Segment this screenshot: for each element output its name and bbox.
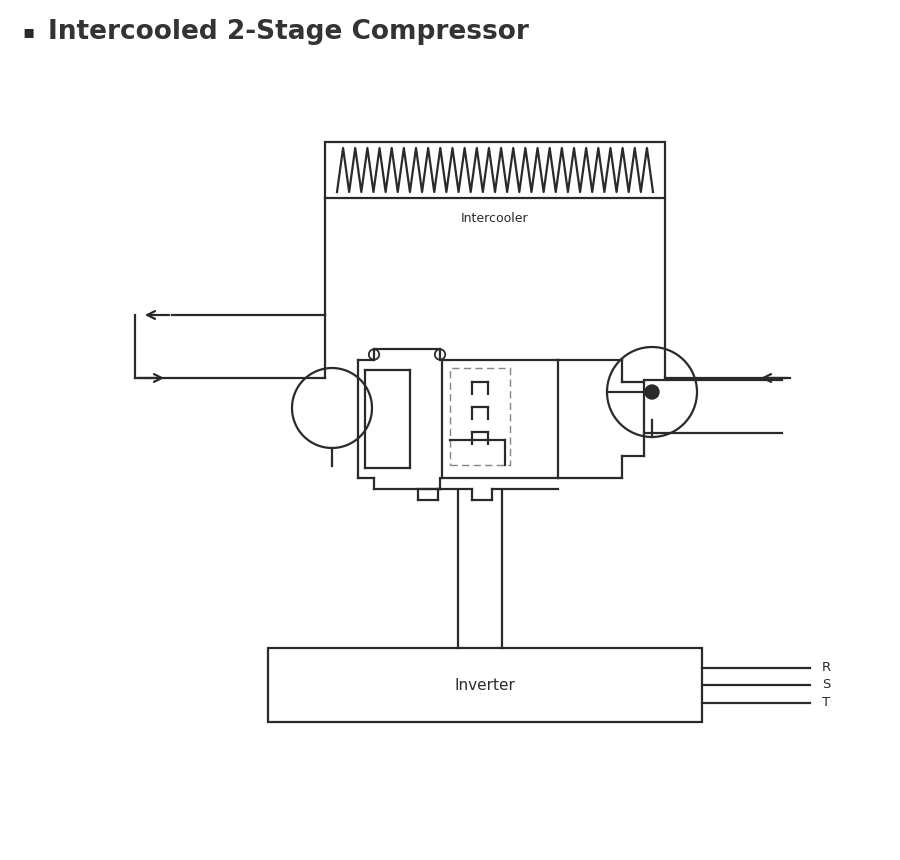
Text: Intercooler: Intercooler [461,212,529,225]
Text: R: R [822,661,831,674]
Text: T: T [822,696,830,709]
Text: Inverter: Inverter [454,678,516,692]
Bar [325,142,665,198]
Bar [268,648,702,722]
Circle shape [645,385,659,399]
Text: ▪: ▪ [22,23,34,41]
Bar [450,368,510,465]
Text: S: S [822,679,831,691]
Text: Intercooled 2-Stage Compressor: Intercooled 2-Stage Compressor [48,19,529,45]
